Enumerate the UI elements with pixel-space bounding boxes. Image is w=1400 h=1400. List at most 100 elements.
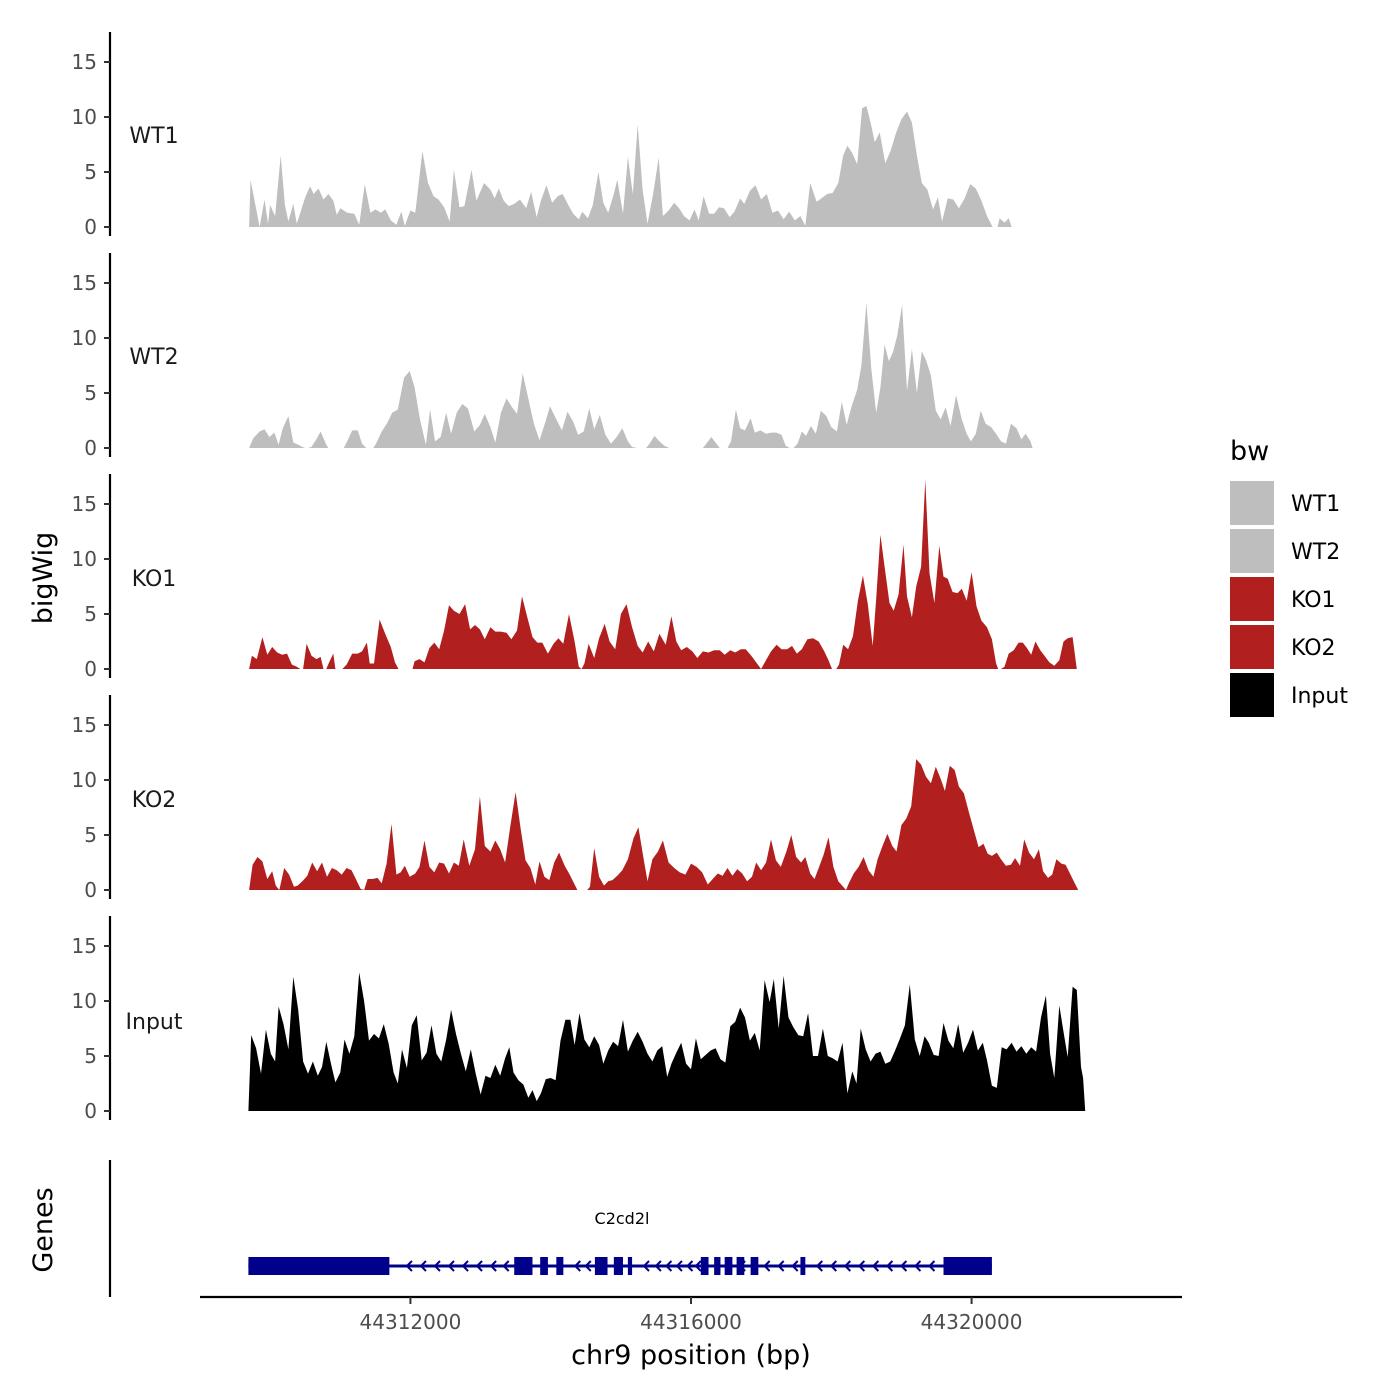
strand-arrow xyxy=(763,1260,771,1272)
legend-title: bw xyxy=(1230,436,1269,467)
strand-arrow xyxy=(573,1260,581,1272)
y-tick-label: 0 xyxy=(84,878,97,902)
strand-arrow xyxy=(686,1260,694,1272)
strand-arrow xyxy=(914,1260,922,1272)
strand-arrow xyxy=(871,1260,880,1272)
gene-exon xyxy=(594,1257,608,1275)
strand-arrow xyxy=(885,1260,894,1272)
y-tick-label: 5 xyxy=(84,160,97,184)
gene-name-label: C2cd2l xyxy=(595,1209,650,1228)
y-tick-label: 0 xyxy=(84,1099,97,1123)
track-label: WT1 xyxy=(129,124,178,149)
track-ko1: 0 5 10 15 KO1 xyxy=(72,474,1077,681)
x-axis: 44312000 44316000 44320000 xyxy=(200,1295,1182,1334)
strand-arrow xyxy=(665,1260,673,1272)
y-tick-label: 15 xyxy=(72,271,97,295)
strand-arrow xyxy=(675,1260,683,1272)
strand-arrow xyxy=(419,1260,427,1272)
y-tick-label: 10 xyxy=(72,547,97,571)
y-tick-label: 10 xyxy=(72,105,97,129)
x-tick-label: 44316000 xyxy=(640,1310,742,1334)
legend-label-wt1: WT1 xyxy=(1291,492,1340,517)
gene-exon xyxy=(248,1257,390,1275)
gene-exon xyxy=(714,1257,721,1275)
legend-label-wt2: WT2 xyxy=(1291,540,1340,565)
coverage-area-input xyxy=(248,972,1086,1111)
y-tick-label: 0 xyxy=(84,215,97,239)
track-label: KO1 xyxy=(132,567,177,592)
strand-arrow xyxy=(475,1260,483,1272)
y-axis-title: bigWig xyxy=(28,532,59,625)
strand-arrow xyxy=(857,1260,866,1272)
x-axis-title: chr9 position (bp) xyxy=(571,1340,811,1371)
y-tick-label: 15 xyxy=(72,713,97,737)
legend-label-ko1: KO1 xyxy=(1291,588,1336,613)
strand-arrow xyxy=(777,1260,785,1272)
y-tick-label: 15 xyxy=(72,492,97,516)
coverage-area-ko1 xyxy=(249,479,1077,669)
strand-arrow xyxy=(843,1260,852,1272)
bigwig-tracks: 0 5 10 15 WT1 0 5 10 15 WT2 0 5 10 15 KO1 0 5 10 15 KO2 0 5 10… xyxy=(72,32,1086,1123)
track-wt2: 0 5 10 15 WT2 xyxy=(72,253,1033,460)
x-tick-label: 44320000 xyxy=(921,1310,1023,1334)
gene-track: C2cd2l xyxy=(108,1160,992,1297)
y-tick-label: 5 xyxy=(84,381,97,405)
y-tick-label: 10 xyxy=(72,989,97,1013)
y-tick-label: 5 xyxy=(84,823,97,847)
y-tick-label: 10 xyxy=(72,326,97,350)
gene-exon xyxy=(736,1257,745,1275)
gene-exon xyxy=(800,1257,806,1275)
strand-arrow xyxy=(815,1260,823,1272)
strand-arrow xyxy=(900,1260,908,1272)
gene-exon xyxy=(540,1257,548,1275)
strand-arrow xyxy=(433,1260,441,1272)
track-label: WT2 xyxy=(129,345,178,370)
legend: bw WT1 WT2 KO1 KO2 Input xyxy=(1230,436,1348,717)
strand-arrow xyxy=(694,1260,702,1272)
coverage-area-ko2 xyxy=(249,759,1079,890)
genes-axis-title: Genes xyxy=(28,1187,59,1272)
legend-swatch-wt2 xyxy=(1230,529,1274,573)
y-tick-label: 0 xyxy=(84,436,97,460)
legend-swatch-ko2 xyxy=(1230,625,1274,669)
y-tick-label: 15 xyxy=(72,934,97,958)
legend-label-input: Input xyxy=(1291,684,1348,709)
x-tick-label: 44312000 xyxy=(360,1310,462,1334)
gene-exon xyxy=(943,1257,992,1275)
strand-arrow xyxy=(502,1260,510,1272)
track-wt1: 0 5 10 15 WT1 xyxy=(72,32,1012,239)
strand-arrow xyxy=(654,1260,662,1272)
strand-arrow xyxy=(489,1260,497,1272)
strand-arrow xyxy=(791,1260,799,1272)
track-input: 0 5 10 15 Input xyxy=(72,916,1086,1123)
track-label: KO2 xyxy=(132,788,177,813)
gene-exon xyxy=(613,1257,623,1275)
legend-swatch-ko1 xyxy=(1230,577,1274,621)
strand-arrow xyxy=(447,1260,455,1272)
track-label: Input xyxy=(126,1010,183,1035)
strand-arrow xyxy=(584,1260,592,1272)
gene-exon xyxy=(724,1257,733,1275)
y-tick-label: 0 xyxy=(84,657,97,681)
coverage-area-wt2 xyxy=(249,302,1033,448)
gene-exon xyxy=(627,1257,633,1275)
coverage-area-wt1 xyxy=(249,106,1012,227)
strand-arrow xyxy=(405,1260,413,1272)
y-tick-label: 5 xyxy=(84,602,97,626)
gene-exon xyxy=(750,1257,759,1275)
track-ko2: 0 5 10 15 KO2 xyxy=(72,695,1079,902)
y-tick-label: 5 xyxy=(84,1044,97,1068)
gene-exon xyxy=(514,1257,533,1275)
strand-arrow xyxy=(829,1260,837,1272)
gene-exon xyxy=(700,1257,709,1275)
strand-arrow xyxy=(642,1260,650,1272)
strand-arrow xyxy=(928,1260,936,1272)
legend-swatch-input xyxy=(1230,673,1274,717)
legend-label-ko2: KO2 xyxy=(1291,636,1336,661)
gene-exon xyxy=(556,1257,564,1275)
y-tick-label: 10 xyxy=(72,768,97,792)
legend-swatch-wt1 xyxy=(1230,481,1274,525)
strand-arrow xyxy=(461,1260,469,1272)
y-tick-label: 15 xyxy=(72,50,97,74)
